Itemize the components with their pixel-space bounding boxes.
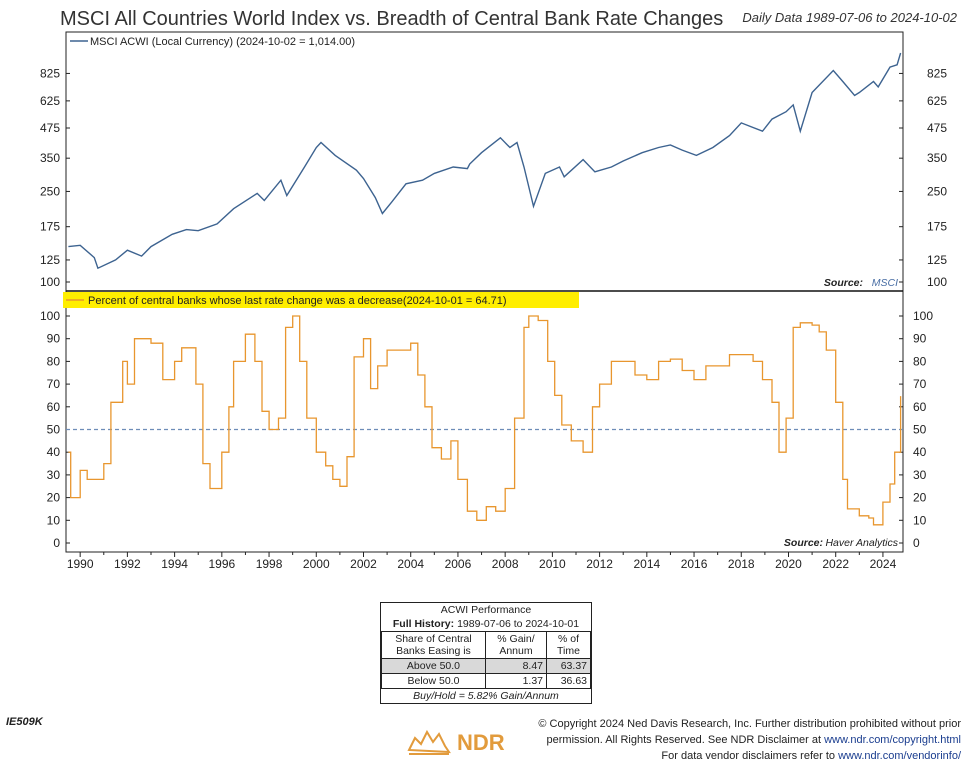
history-label: Full History: bbox=[392, 618, 455, 630]
top-source-value: MSCI bbox=[872, 277, 898, 289]
top-tick-label-left: 250 bbox=[40, 184, 60, 198]
row-label: Above 50.0 bbox=[381, 658, 486, 674]
x-tick-label: 2000 bbox=[303, 557, 330, 571]
bottom-tick-label-left: 20 bbox=[47, 491, 61, 505]
header-gain: % Gain/ Annum bbox=[484, 631, 548, 659]
performance-footer: Buy/Hold = 5.82% Gain/Annum bbox=[413, 690, 559, 702]
copyright-notice: © Copyright 2024 Ned Davis Research, Inc… bbox=[521, 716, 961, 764]
performance-grid: Share of Central Banks Easing is % Gain/… bbox=[381, 631, 591, 689]
bottom-source-value: Haver Analytics bbox=[825, 537, 898, 549]
x-tick-label: 2002 bbox=[350, 557, 377, 571]
x-tick-label: 2010 bbox=[539, 557, 566, 571]
bottom-tick-label-left: 0 bbox=[53, 536, 60, 550]
x-tick-label: 2024 bbox=[870, 557, 897, 571]
x-tick-label: 2006 bbox=[445, 557, 472, 571]
x-tick-label: 1992 bbox=[114, 557, 141, 571]
top-tick-label-left: 825 bbox=[40, 66, 60, 80]
top-tick-label-left: 475 bbox=[40, 121, 60, 135]
bottom-tick-label-left: 100 bbox=[40, 309, 60, 323]
vendor-link[interactable]: www.ndr.com/vendorinfo/ bbox=[838, 750, 961, 762]
top-tick-label-right: 825 bbox=[927, 66, 947, 80]
header-time: % of Time bbox=[546, 631, 591, 659]
copyright-text: © Copyright 2024 Ned Davis Research, Inc… bbox=[538, 718, 961, 746]
bottom-tick-label-right: 10 bbox=[913, 513, 927, 527]
breadth-legend-label: Percent of central banks whose last rate… bbox=[88, 295, 507, 307]
x-tick-label: 2004 bbox=[397, 557, 424, 571]
performance-header-row: Share of Central Banks Easing is % Gain/… bbox=[381, 631, 591, 659]
bottom-tick-label-left: 50 bbox=[47, 423, 61, 437]
bottom-tick-label-left: 80 bbox=[47, 354, 61, 368]
row-label: Below 50.0 bbox=[381, 673, 486, 689]
bottom-tick-label-right: 50 bbox=[913, 423, 927, 437]
x-tick-label: 1996 bbox=[208, 557, 235, 571]
bottom-tick-label-left: 90 bbox=[47, 332, 61, 346]
bottom-tick-label-left: 60 bbox=[47, 400, 61, 414]
top-panel-frame bbox=[65, 31, 904, 292]
copyright-link[interactable]: www.ndr.com/copyright.html bbox=[824, 734, 961, 746]
x-tick-label: 2012 bbox=[586, 557, 613, 571]
bottom-source-label: Source: bbox=[784, 537, 823, 549]
chart-title: MSCI All Countries World Index vs. Bread… bbox=[60, 8, 724, 30]
vendor-text: For data vendor disclaimers refer to bbox=[661, 750, 836, 762]
logo-text: NDR bbox=[457, 730, 505, 755]
bottom-tick-label-right: 30 bbox=[913, 468, 927, 482]
bottom-tick-label-right: 40 bbox=[913, 445, 927, 459]
chart-subtitle: Daily Data 1989-07-06 to 2024-10-02 bbox=[742, 10, 957, 25]
bottom-tick-label-left: 10 bbox=[47, 513, 61, 527]
top-tick-label-right: 625 bbox=[927, 94, 947, 108]
header-share: Share of Central Banks Easing is bbox=[381, 631, 486, 659]
acwi-legend-label: MSCI ACWI (Local Currency) (2024-10-02 =… bbox=[90, 36, 355, 48]
x-tick-label: 1998 bbox=[256, 557, 283, 571]
row-time: 63.37 bbox=[546, 658, 591, 674]
breadth-legend-highlight bbox=[63, 292, 579, 308]
bottom-tick-label-right: 80 bbox=[913, 354, 927, 368]
x-tick-label: 2018 bbox=[728, 557, 755, 571]
performance-title: ACWI Performance bbox=[440, 604, 532, 616]
top-tick-label-left: 175 bbox=[40, 220, 60, 234]
bottom-tick-label-right: 100 bbox=[913, 309, 933, 323]
bottom-tick-label-left: 30 bbox=[47, 468, 61, 482]
bull-bear-icon bbox=[407, 729, 451, 755]
history-range: 1989-07-06 to 2024-10-01 bbox=[457, 618, 580, 630]
row-time: 36.63 bbox=[546, 673, 591, 689]
bottom-tick-label-right: 60 bbox=[913, 400, 927, 414]
x-tick-label: 2008 bbox=[492, 557, 519, 571]
x-tick-label: 1994 bbox=[161, 557, 188, 571]
x-tick-label: 2016 bbox=[681, 557, 708, 571]
top-source-label: Source: bbox=[824, 277, 863, 289]
table-row: Below 50.0 1.37 36.63 bbox=[381, 673, 591, 689]
x-tick-label: 2022 bbox=[822, 557, 849, 571]
ndr-logo: NDR bbox=[405, 724, 525, 760]
top-tick-label-left: 625 bbox=[40, 94, 60, 108]
row-gain: 8.47 bbox=[484, 658, 548, 674]
top-tick-label-right: 125 bbox=[927, 253, 947, 267]
chart-code: IE509K bbox=[6, 716, 43, 728]
x-tick-label: 1990 bbox=[67, 557, 94, 571]
bottom-tick-label-left: 40 bbox=[47, 445, 61, 459]
bottom-tick-label-right: 20 bbox=[913, 491, 927, 505]
bottom-tick-label-right: 0 bbox=[913, 536, 920, 550]
x-tick-label: 2020 bbox=[775, 557, 802, 571]
top-tick-label-right: 175 bbox=[927, 220, 947, 234]
bottom-tick-label-right: 70 bbox=[913, 377, 927, 391]
top-tick-label-left: 100 bbox=[40, 275, 60, 289]
table-row: Above 50.0 8.47 63.37 bbox=[381, 658, 591, 674]
bottom-tick-label-right: 90 bbox=[913, 332, 927, 346]
breadth-series-line bbox=[68, 315, 902, 526]
top-tick-label-right: 350 bbox=[927, 151, 947, 165]
top-tick-label-right: 475 bbox=[927, 121, 947, 135]
top-tick-label-right: 250 bbox=[927, 184, 947, 198]
row-gain: 1.37 bbox=[484, 673, 548, 689]
top-tick-label-left: 350 bbox=[40, 151, 60, 165]
x-tick-label: 2014 bbox=[633, 557, 660, 571]
acwi-series-line bbox=[68, 52, 902, 270]
performance-table: ACWI Performance Full History: 1989-07-0… bbox=[380, 602, 592, 704]
top-tick-label-left: 125 bbox=[40, 253, 60, 267]
bottom-panel-frame bbox=[65, 290, 904, 553]
top-tick-label-right: 100 bbox=[927, 275, 947, 289]
bottom-tick-label-left: 70 bbox=[47, 377, 61, 391]
performance-history: Full History: 1989-07-06 to 2024-10-01 bbox=[381, 617, 591, 631]
